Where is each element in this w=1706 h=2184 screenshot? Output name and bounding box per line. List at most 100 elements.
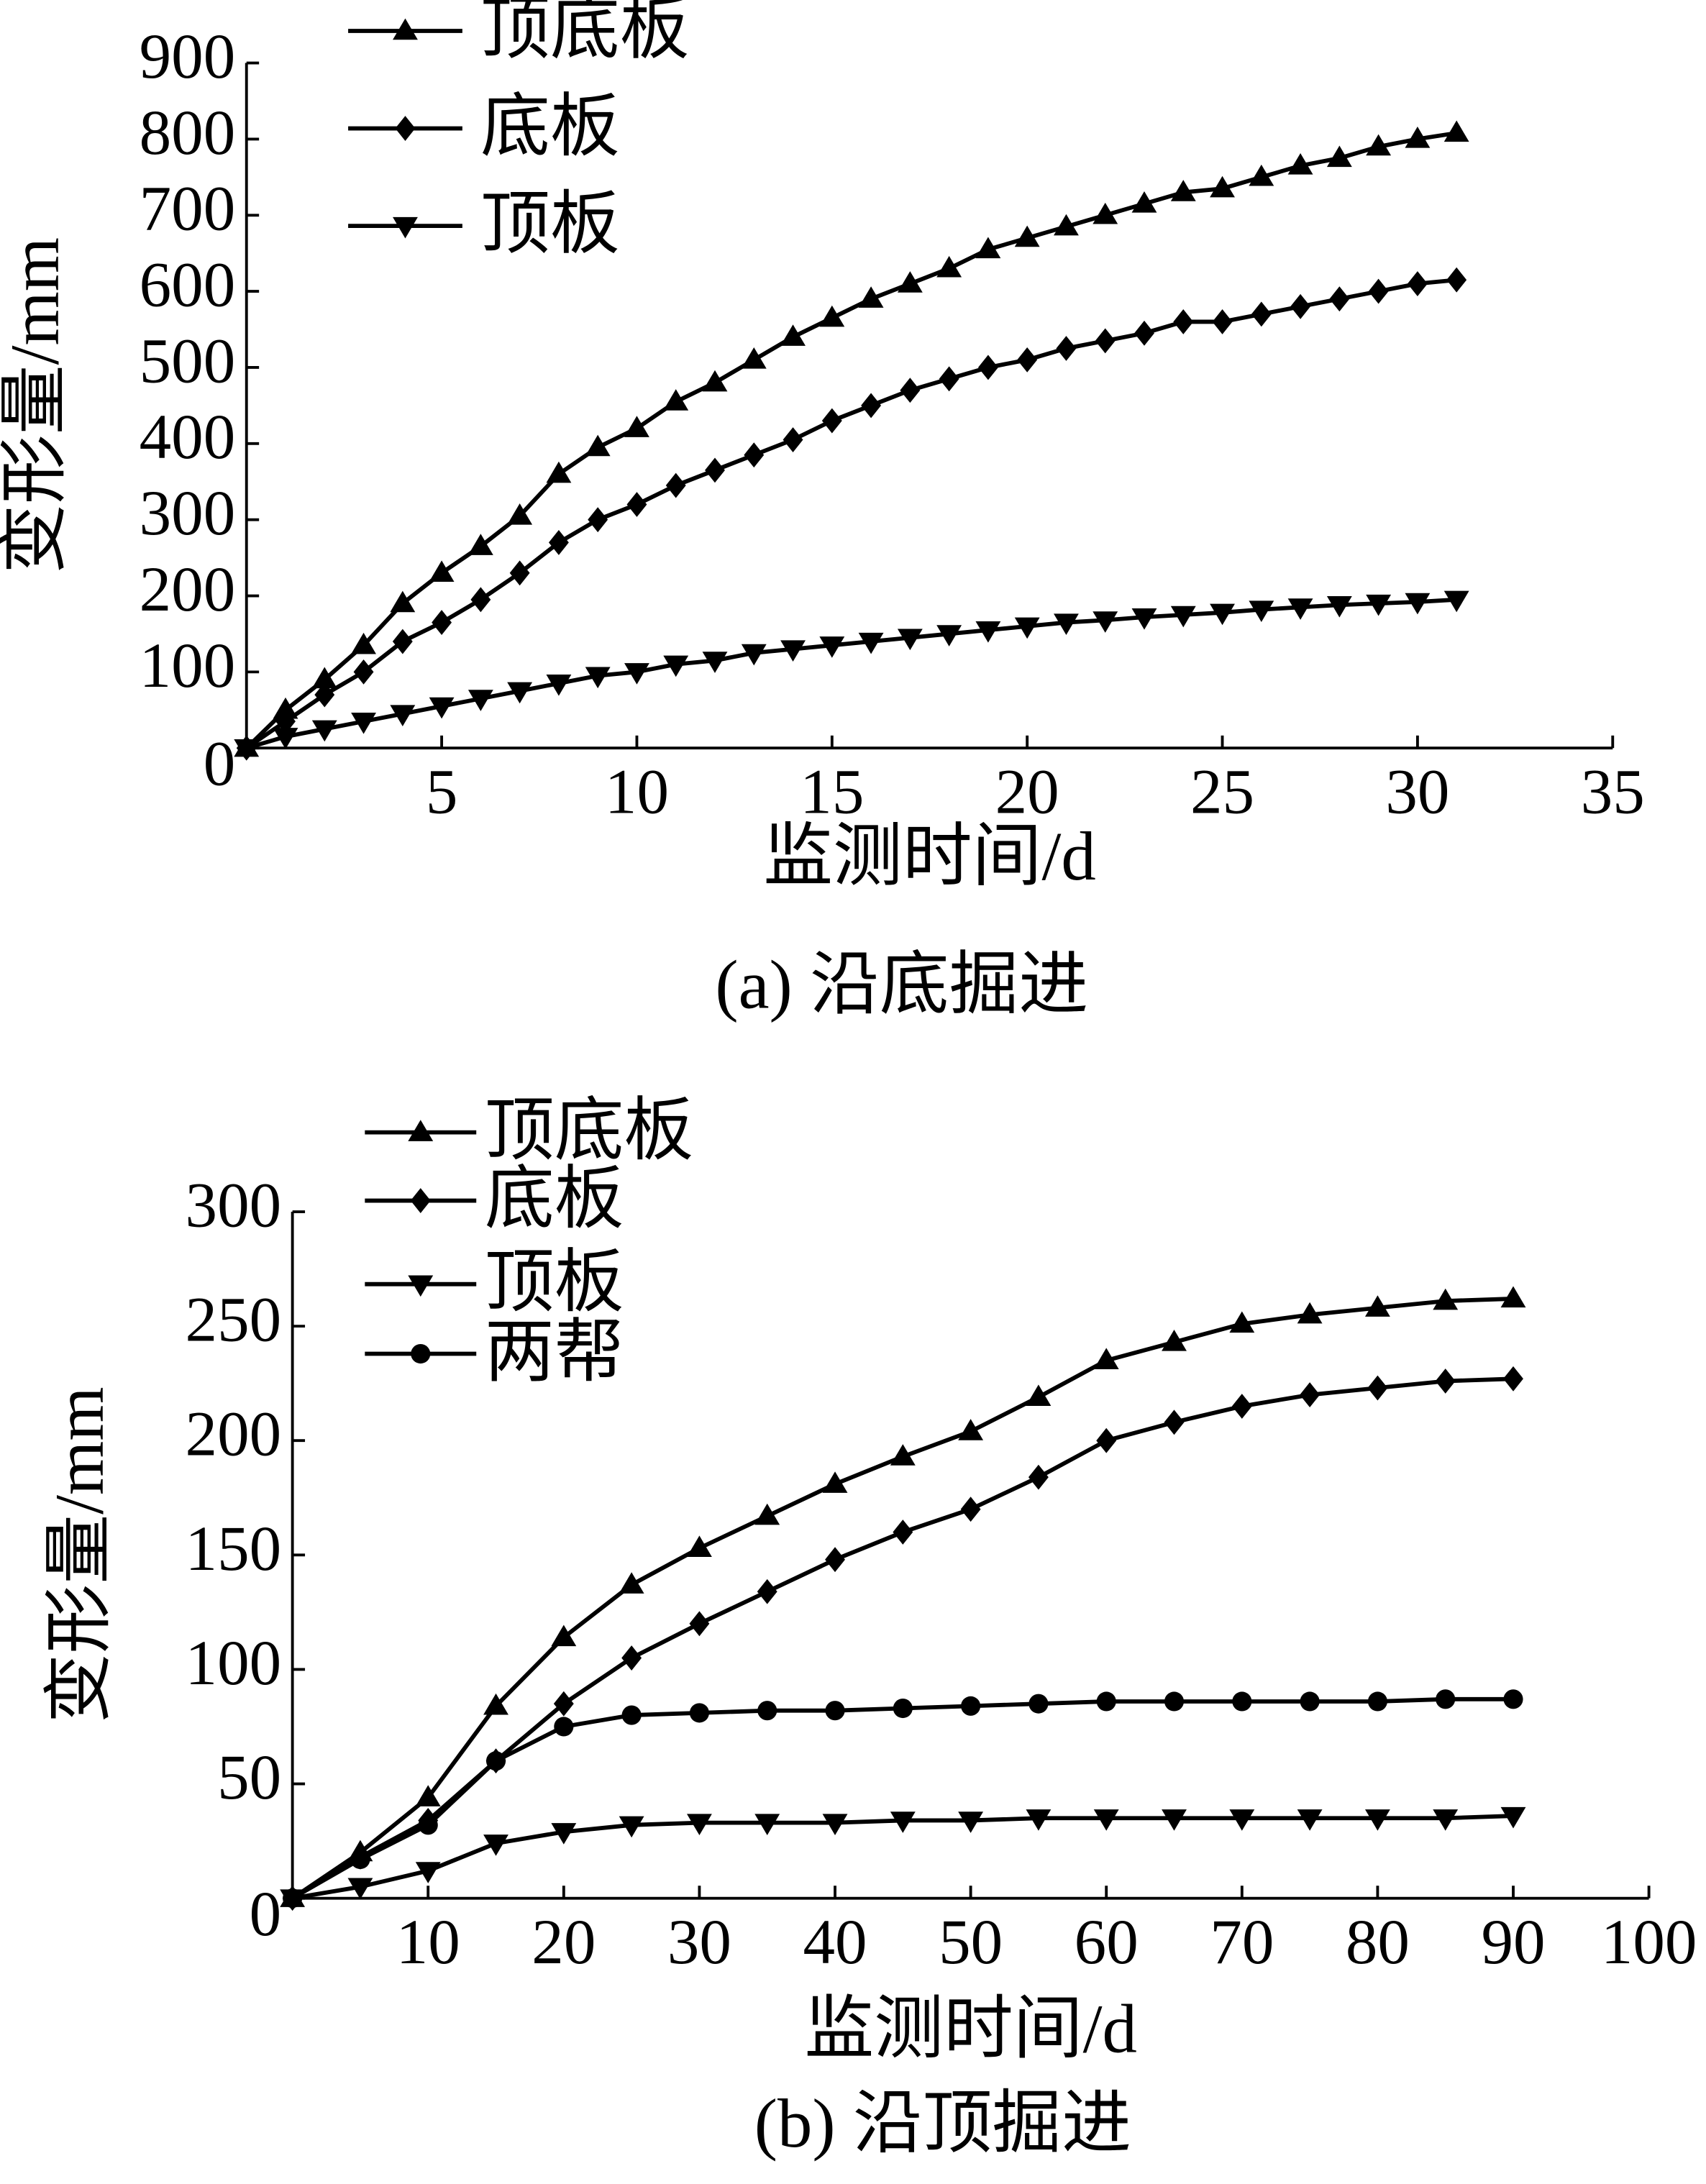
marker: [585, 434, 611, 457]
marker: [757, 1578, 777, 1604]
marker: [411, 1343, 431, 1364]
marker: [689, 1611, 710, 1637]
marker: [390, 705, 416, 727]
marker: [890, 1444, 916, 1466]
marker: [757, 1701, 777, 1721]
legend-label: 顶板: [480, 186, 620, 262]
marker: [546, 675, 572, 696]
legend-label: 顶底板: [480, 0, 689, 68]
marker: [1500, 1806, 1526, 1829]
x-axis-label: 监测时间/d: [804, 1991, 1136, 2068]
marker: [546, 461, 572, 483]
marker: [283, 1888, 303, 1909]
marker: [1407, 271, 1428, 296]
marker: [1503, 1366, 1523, 1392]
marker: [1364, 1295, 1390, 1317]
marker: [1435, 1369, 1456, 1394]
marker: [1367, 1691, 1387, 1712]
y-tick-label: 250: [186, 1285, 282, 1356]
marker: [1162, 1809, 1187, 1831]
x-tick-label: 70: [1210, 1907, 1274, 1978]
marker: [1232, 1691, 1252, 1712]
y-tick-label: 600: [140, 250, 236, 321]
x-tick-label: 20: [995, 757, 1059, 827]
marker: [858, 286, 884, 308]
marker: [890, 1811, 916, 1833]
marker: [1367, 1375, 1388, 1401]
marker: [893, 1520, 913, 1545]
marker: [1326, 596, 1352, 618]
marker: [432, 610, 452, 635]
marker: [507, 682, 533, 704]
x-tick-label: 90: [1481, 1907, 1545, 1978]
marker: [395, 116, 416, 141]
marker: [1095, 328, 1116, 354]
marker: [686, 1814, 712, 1836]
x-tick-label: 10: [396, 1907, 460, 1978]
marker: [1433, 1288, 1459, 1310]
marker: [858, 632, 884, 654]
marker: [351, 632, 376, 654]
marker: [1212, 309, 1233, 334]
marker: [1249, 600, 1274, 623]
marker: [939, 366, 959, 392]
marker: [822, 1814, 848, 1836]
marker: [624, 663, 649, 685]
marker: [1162, 1329, 1187, 1351]
caption: (a) 沿底掘进: [715, 946, 1088, 1023]
y-tick-label: 800: [140, 98, 236, 168]
marker: [1054, 613, 1079, 635]
marker: [621, 1645, 642, 1671]
y-tick-label: 700: [140, 174, 236, 245]
marker: [1368, 278, 1389, 304]
y-tick-label: 200: [140, 554, 236, 625]
marker: [619, 1816, 644, 1838]
marker: [467, 534, 493, 555]
marker: [619, 1572, 644, 1594]
x-tick-label: 20: [532, 1907, 596, 1978]
marker: [900, 378, 921, 403]
marker: [702, 652, 728, 673]
marker: [429, 560, 455, 582]
x-tick-label: 35: [1581, 757, 1645, 827]
marker: [822, 1471, 848, 1493]
marker: [509, 560, 530, 586]
marker: [273, 728, 298, 749]
marker: [415, 1785, 441, 1806]
marker: [960, 1497, 981, 1522]
marker: [780, 640, 806, 662]
marker: [1229, 1809, 1255, 1831]
marker: [665, 472, 686, 498]
y-tick-label: 100: [140, 631, 236, 701]
marker: [975, 237, 1001, 259]
marker: [1446, 267, 1467, 293]
marker: [1017, 347, 1038, 373]
marker: [1503, 1689, 1523, 1709]
marker: [1249, 164, 1274, 186]
marker: [961, 1696, 981, 1716]
x-tick-label: 80: [1346, 1907, 1410, 1978]
marker: [1366, 594, 1392, 616]
marker: [311, 720, 337, 742]
marker: [234, 739, 260, 761]
marker: [548, 529, 569, 555]
marker: [893, 1698, 913, 1719]
marker: [1026, 1384, 1052, 1406]
marker: [626, 492, 647, 517]
marker: [1210, 175, 1235, 198]
marker: [741, 644, 767, 666]
series-line: [291, 1297, 1514, 1901]
marker: [1054, 214, 1079, 236]
y-tick-label: 200: [186, 1399, 282, 1470]
legend-label: 顶板: [485, 1244, 624, 1321]
marker: [483, 1693, 508, 1715]
marker: [1210, 603, 1235, 626]
marker: [1287, 598, 1313, 620]
marker: [551, 1823, 577, 1845]
marker: [689, 1703, 709, 1723]
marker: [585, 667, 611, 689]
marker: [705, 457, 725, 483]
marker: [1290, 293, 1311, 319]
legend-label: 底板: [485, 1160, 624, 1237]
marker: [977, 355, 998, 380]
